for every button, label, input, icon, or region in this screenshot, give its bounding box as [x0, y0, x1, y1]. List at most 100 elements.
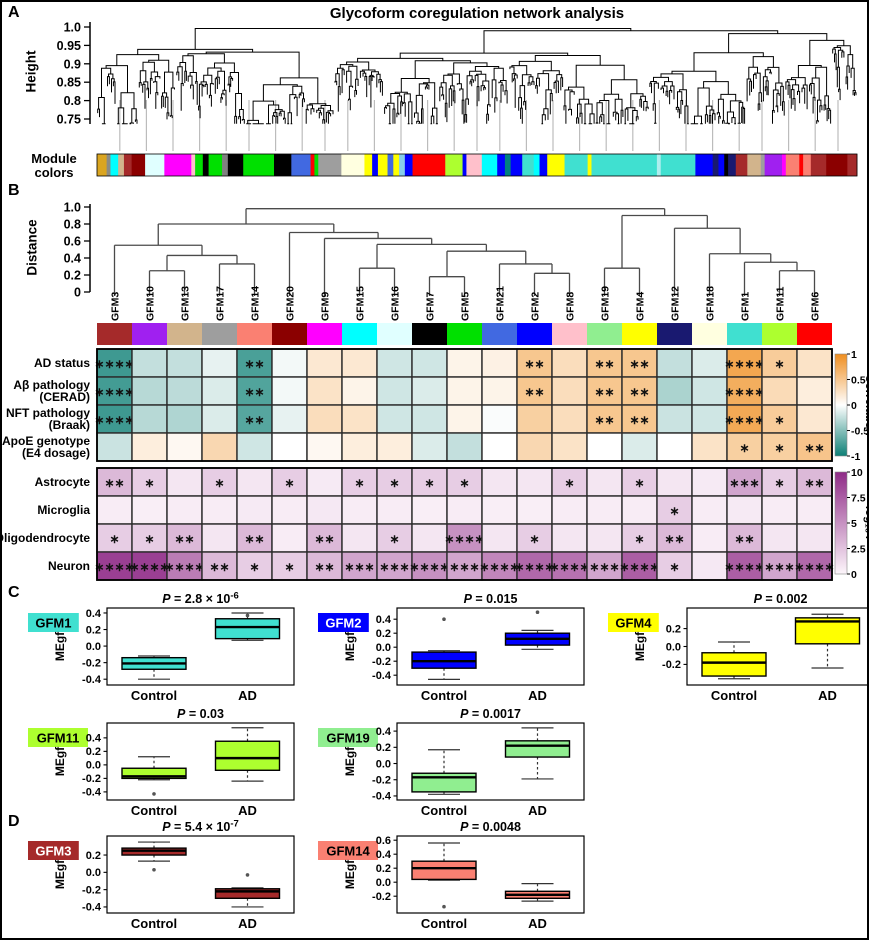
heatmap-cell	[341, 551, 378, 581]
heatmap-border	[96, 348, 833, 462]
significance-stars: ∗	[634, 476, 644, 490]
heatmap-cell	[691, 523, 728, 553]
height-axis-tick-label: 0.9	[64, 57, 81, 71]
panel-a-label: A	[8, 4, 20, 21]
heatmap-cell	[201, 551, 238, 581]
heatmap-cell	[271, 523, 308, 553]
module-color-segment	[195, 154, 204, 176]
module-color-segment	[164, 154, 192, 176]
significance-stars: ∗∗	[594, 357, 614, 371]
module-color-segment	[314, 154, 319, 176]
module-color-segment	[781, 154, 787, 176]
module-color-chip	[587, 323, 622, 345]
heatmap-cell	[551, 404, 588, 434]
module-color-segment	[445, 154, 463, 176]
heatmap-cell	[166, 467, 203, 497]
significance-stars: ∗∗	[524, 385, 544, 399]
module-color-segment	[785, 154, 800, 176]
heatmap-cell	[411, 404, 448, 434]
module-column-label: GFM8	[565, 292, 577, 321]
significance-stars: ∗	[774, 441, 784, 455]
module-color-chip	[797, 323, 832, 345]
heatmap-cell	[446, 467, 483, 497]
heatmap-cell	[96, 467, 133, 497]
module-color-segment	[587, 154, 592, 176]
heatmap-cell	[481, 404, 518, 434]
heatmap-cell	[691, 376, 728, 406]
colorbar-tick-label: 5	[851, 518, 857, 530]
significance-stars: ∗	[284, 476, 294, 490]
module-color-segment	[377, 154, 388, 176]
heatmap-cell	[131, 523, 168, 553]
module-column-label: GFM9	[320, 292, 332, 321]
heatmap-cell	[726, 551, 763, 581]
significance-stars: ∗∗∗∗	[94, 413, 134, 427]
significance-stars: ∗∗∗∗	[724, 357, 764, 371]
module-color-segment	[728, 154, 737, 176]
y-tick-label: 0.0	[376, 758, 391, 770]
colorbar-tick-label: 10	[851, 467, 863, 479]
module-column-label: GFM21	[495, 286, 507, 321]
module-color-segment	[318, 154, 342, 176]
box	[701, 652, 767, 677]
module-color-chip	[517, 323, 552, 345]
group-label: AD	[238, 688, 257, 703]
significance-stars: ∗∗∗∗	[94, 560, 134, 574]
heatmap-cell	[656, 523, 693, 553]
y-tick-label: 0.2	[86, 746, 101, 758]
module-color-segment	[393, 154, 400, 176]
module-color-chip	[657, 323, 692, 345]
colorbar	[834, 471, 848, 575]
heatmap-cell	[341, 432, 378, 462]
distance-axis-tick-label: 0.2	[64, 269, 81, 283]
module-color-chip	[237, 323, 272, 345]
significance-stars: ∗	[634, 532, 644, 546]
heatmap-cell	[726, 432, 763, 462]
significance-stars: ∗∗	[244, 357, 264, 371]
significance-stars: ∗	[459, 476, 469, 490]
heatmap-cell	[201, 348, 238, 378]
module-color-segment	[145, 154, 165, 176]
heatmap-cell	[341, 348, 378, 378]
y-tick-label: -0.2	[82, 884, 101, 896]
module-color-segment	[466, 154, 483, 176]
heatmap-cell	[761, 495, 798, 525]
module-color-segment	[735, 154, 748, 176]
module-column-label: GFM13	[180, 286, 192, 321]
colorbar-tick-label: 0	[851, 569, 857, 581]
heatmap-cell	[306, 376, 343, 406]
module-column-label: GFM11	[775, 286, 787, 321]
heatmap-cell	[411, 376, 448, 406]
heatmap-cell	[236, 404, 273, 434]
module-color-segment	[660, 154, 696, 176]
significance-stars: ∗∗∗∗	[724, 385, 764, 399]
significance-stars: ∗∗∗∗	[409, 560, 449, 574]
module-chip	[28, 841, 79, 860]
module-color-chip	[552, 323, 587, 345]
megf-axis-label: MEgf	[53, 746, 67, 776]
module-color-segment	[803, 154, 812, 176]
module-color-segment	[695, 154, 714, 176]
module-color-chip	[482, 323, 517, 345]
module-color-chip	[692, 323, 727, 345]
heatmap-cell	[411, 495, 448, 525]
heatmap-cell	[306, 467, 343, 497]
plot-frame	[396, 607, 585, 686]
heatmap-cell	[621, 432, 658, 462]
group-label: Control	[421, 803, 467, 818]
module-color-segment	[118, 154, 125, 176]
heatmap-border	[96, 467, 833, 581]
heatmap-cell	[656, 467, 693, 497]
y-tick-label: 0.4	[376, 614, 392, 626]
module-color-chip	[132, 323, 167, 345]
panel-d-label: D	[8, 813, 20, 830]
heatmap-cell	[551, 348, 588, 378]
significance-stars: ∗∗∗∗	[444, 532, 484, 546]
heatmap-cell	[271, 376, 308, 406]
heatmap-cell	[691, 404, 728, 434]
heatmap-cell	[481, 348, 518, 378]
heatmap-cell	[271, 348, 308, 378]
heatmap-cell	[411, 348, 448, 378]
significance-stars: ∗∗	[174, 532, 194, 546]
